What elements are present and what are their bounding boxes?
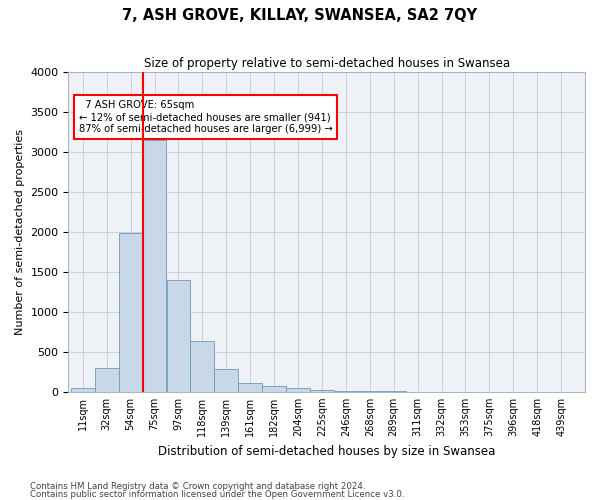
Bar bbox=[71, 388, 95, 392]
Text: 7 ASH GROVE: 65sqm
← 12% of semi-detached houses are smaller (941)
87% of semi-d: 7 ASH GROVE: 65sqm ← 12% of semi-detache… bbox=[79, 100, 332, 134]
Text: 7, ASH GROVE, KILLAY, SWANSEA, SA2 7QY: 7, ASH GROVE, KILLAY, SWANSEA, SA2 7QY bbox=[122, 8, 478, 22]
Bar bbox=[95, 368, 119, 392]
Text: Contains HM Land Registry data © Crown copyright and database right 2024.: Contains HM Land Registry data © Crown c… bbox=[30, 482, 365, 491]
X-axis label: Distribution of semi-detached houses by size in Swansea: Distribution of semi-detached houses by … bbox=[158, 444, 496, 458]
Bar bbox=[310, 390, 334, 392]
Bar bbox=[143, 140, 166, 392]
Text: Contains public sector information licensed under the Open Government Licence v3: Contains public sector information licen… bbox=[30, 490, 404, 499]
Bar bbox=[334, 390, 358, 392]
Bar bbox=[238, 383, 262, 392]
Bar bbox=[167, 280, 190, 392]
Bar bbox=[214, 370, 238, 392]
Y-axis label: Number of semi-detached properties: Number of semi-detached properties bbox=[15, 128, 25, 334]
Bar bbox=[262, 386, 286, 392]
Bar bbox=[119, 234, 142, 392]
Bar bbox=[358, 391, 382, 392]
Title: Size of property relative to semi-detached houses in Swansea: Size of property relative to semi-detach… bbox=[143, 58, 510, 70]
Bar bbox=[190, 342, 214, 392]
Bar bbox=[286, 388, 310, 392]
